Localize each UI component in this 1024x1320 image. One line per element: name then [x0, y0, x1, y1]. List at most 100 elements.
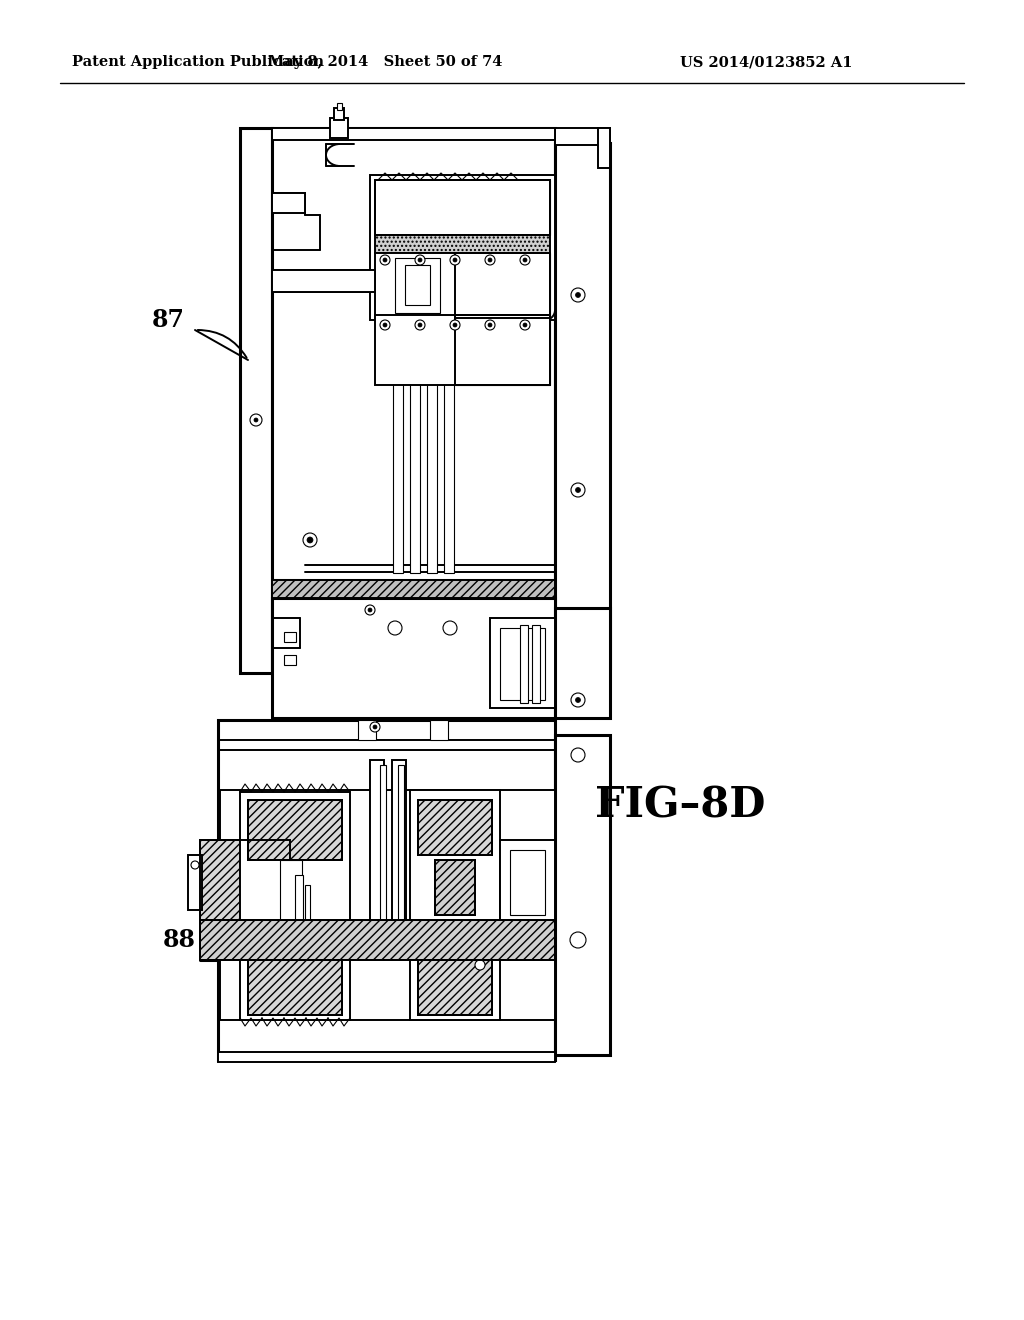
Bar: [220, 789, 555, 1020]
Bar: [200, 920, 555, 960]
Bar: [280, 861, 302, 954]
Bar: [305, 884, 310, 931]
Circle shape: [575, 293, 581, 297]
Bar: [334, 108, 344, 120]
Circle shape: [383, 323, 387, 327]
Circle shape: [368, 609, 372, 612]
Bar: [490, 618, 555, 708]
Circle shape: [450, 319, 460, 330]
Bar: [555, 735, 610, 1055]
Circle shape: [485, 239, 495, 249]
Circle shape: [453, 323, 457, 327]
Bar: [435, 861, 475, 915]
Bar: [272, 128, 555, 668]
Bar: [248, 954, 342, 1015]
Bar: [284, 632, 296, 642]
Bar: [455, 180, 550, 235]
Bar: [435, 861, 475, 915]
Bar: [427, 315, 437, 573]
Circle shape: [523, 242, 527, 246]
Circle shape: [570, 932, 586, 948]
Circle shape: [520, 239, 530, 249]
Circle shape: [380, 255, 390, 265]
Circle shape: [571, 288, 585, 302]
Bar: [430, 719, 449, 741]
Bar: [272, 128, 555, 140]
Circle shape: [418, 242, 422, 246]
Bar: [555, 609, 610, 718]
Bar: [500, 840, 555, 925]
Bar: [272, 598, 555, 718]
Bar: [375, 180, 550, 235]
Bar: [248, 800, 342, 861]
Text: Patent Application Publication: Patent Application Publication: [72, 55, 324, 69]
Bar: [200, 840, 290, 931]
Bar: [555, 128, 610, 145]
Circle shape: [571, 693, 585, 708]
Bar: [272, 271, 375, 292]
Bar: [520, 624, 528, 704]
Circle shape: [575, 487, 581, 492]
Circle shape: [415, 239, 425, 249]
Bar: [455, 253, 550, 318]
Circle shape: [383, 242, 387, 246]
Bar: [455, 315, 550, 385]
Bar: [555, 143, 610, 668]
Text: FIG–8D: FIG–8D: [595, 784, 765, 826]
Bar: [188, 855, 202, 909]
Circle shape: [307, 537, 313, 543]
Bar: [380, 766, 386, 950]
Circle shape: [254, 418, 258, 422]
Bar: [418, 800, 492, 855]
Circle shape: [383, 257, 387, 261]
Bar: [295, 875, 303, 940]
Bar: [358, 719, 376, 741]
Bar: [375, 180, 550, 235]
Bar: [418, 800, 492, 855]
Circle shape: [520, 319, 530, 330]
Bar: [418, 960, 492, 1015]
Bar: [218, 719, 555, 1060]
Bar: [272, 193, 305, 213]
Circle shape: [485, 319, 495, 330]
Bar: [418, 960, 492, 1015]
Bar: [240, 792, 350, 1020]
Bar: [375, 315, 550, 385]
Bar: [240, 128, 272, 673]
Text: May 8, 2014   Sheet 50 of 74: May 8, 2014 Sheet 50 of 74: [268, 55, 502, 69]
Circle shape: [523, 257, 527, 261]
Bar: [370, 176, 555, 319]
Circle shape: [370, 722, 380, 733]
Text: 88: 88: [163, 928, 196, 952]
Circle shape: [453, 242, 457, 246]
Bar: [200, 920, 555, 960]
Circle shape: [575, 697, 581, 702]
Circle shape: [303, 533, 317, 546]
Circle shape: [571, 483, 585, 498]
Circle shape: [485, 255, 495, 265]
Bar: [532, 624, 540, 704]
Circle shape: [523, 323, 527, 327]
Bar: [444, 315, 454, 573]
Circle shape: [475, 960, 485, 970]
Circle shape: [415, 255, 425, 265]
Circle shape: [571, 748, 585, 762]
Bar: [392, 760, 406, 954]
Bar: [218, 1052, 555, 1063]
Circle shape: [450, 239, 460, 249]
Bar: [455, 253, 550, 318]
Circle shape: [534, 917, 547, 932]
Bar: [455, 315, 550, 385]
Bar: [200, 840, 290, 931]
Bar: [393, 315, 403, 573]
Bar: [330, 117, 348, 139]
Circle shape: [380, 319, 390, 330]
Bar: [370, 760, 384, 954]
Circle shape: [365, 605, 375, 615]
Circle shape: [250, 414, 262, 426]
Bar: [248, 954, 342, 1015]
Bar: [398, 766, 404, 950]
Circle shape: [388, 620, 402, 635]
Bar: [337, 103, 342, 110]
Circle shape: [488, 257, 492, 261]
